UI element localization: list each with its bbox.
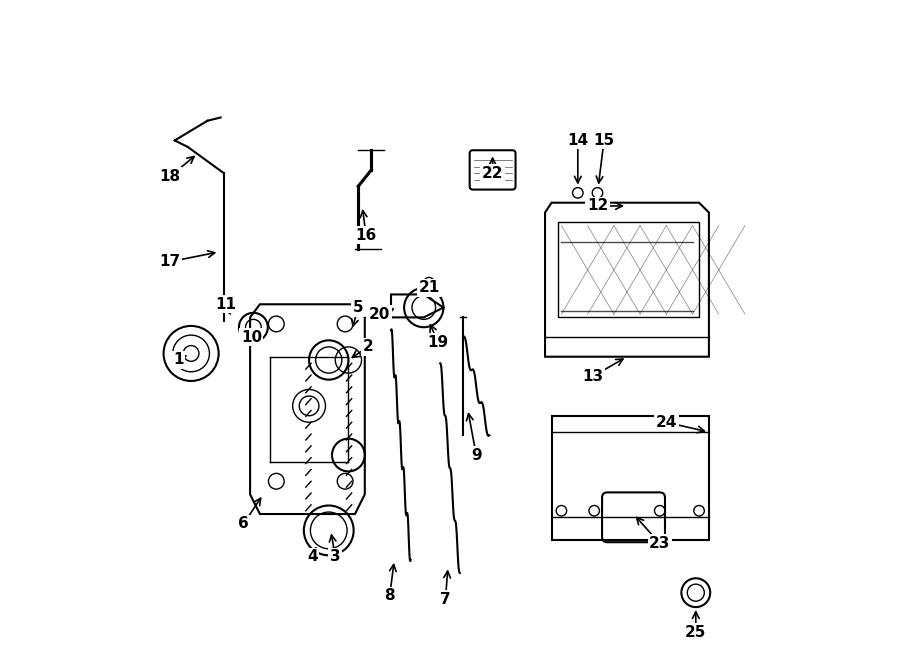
Text: 15: 15 [593, 133, 615, 148]
Text: 12: 12 [587, 198, 608, 214]
Text: 6: 6 [238, 516, 249, 531]
Text: 19: 19 [428, 335, 449, 350]
Text: 22: 22 [482, 166, 503, 180]
Text: 25: 25 [685, 625, 706, 639]
Text: 24: 24 [655, 414, 677, 430]
Text: 9: 9 [471, 447, 482, 463]
Text: 11: 11 [215, 297, 237, 312]
Text: 3: 3 [330, 549, 340, 564]
Text: 1: 1 [174, 352, 184, 368]
Text: 5: 5 [353, 300, 364, 315]
Text: 14: 14 [567, 133, 589, 148]
Text: 17: 17 [159, 254, 181, 269]
Text: 16: 16 [356, 228, 377, 243]
Text: 10: 10 [241, 330, 262, 344]
Text: 2: 2 [363, 339, 374, 354]
Text: 8: 8 [384, 588, 395, 603]
Text: 23: 23 [649, 536, 670, 551]
Text: 21: 21 [418, 280, 440, 295]
Text: 18: 18 [159, 169, 181, 184]
Text: 13: 13 [582, 369, 603, 384]
Text: 20: 20 [369, 307, 391, 322]
Text: 4: 4 [307, 549, 318, 564]
Text: 7: 7 [440, 592, 451, 607]
